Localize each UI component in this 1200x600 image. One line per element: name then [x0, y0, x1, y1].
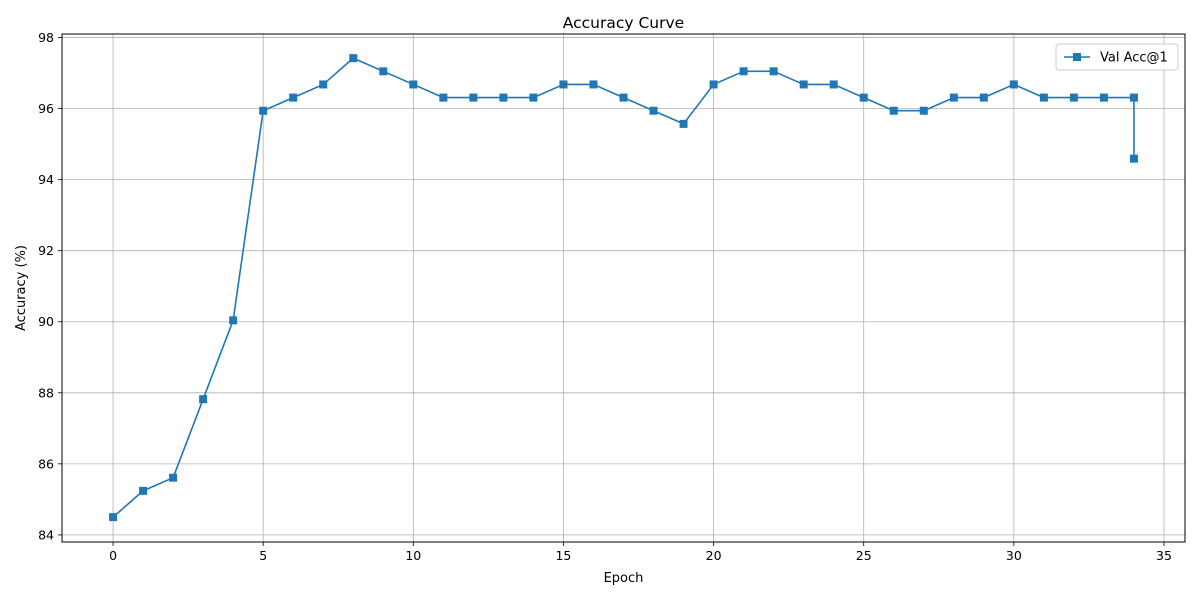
- data-point: [649, 106, 658, 115]
- data-point: [919, 106, 928, 115]
- x-tick-label: 25: [856, 548, 872, 563]
- data-point: [499, 93, 508, 102]
- data-point: [559, 80, 568, 89]
- data-point: [349, 54, 358, 63]
- ticks: 0 5 10 15 20 25 30 35 84 86 88 90 92 94 96 98: [38, 30, 1172, 563]
- y-tick-label: 94: [38, 172, 54, 187]
- data-point: [109, 513, 118, 522]
- data-point: [319, 80, 328, 89]
- data-point: [829, 80, 838, 89]
- y-tick-label: 84: [38, 527, 54, 542]
- data-point: [949, 93, 958, 102]
- x-axis-label: Epoch: [604, 571, 644, 586]
- series-line: [112, 57, 1135, 518]
- data-point: [199, 395, 208, 404]
- legend-box: [1055, 43, 1179, 71]
- chart-title: Accuracy Curve: [563, 14, 684, 32]
- data-point: [799, 80, 808, 89]
- data-point: [769, 67, 778, 76]
- data-point: [1099, 93, 1108, 102]
- data-point: [139, 486, 148, 495]
- data-point: [709, 80, 718, 89]
- data-point: [289, 93, 298, 102]
- x-tick-label: 0: [109, 548, 117, 563]
- legend: Val Acc@1: [1055, 43, 1179, 71]
- y-tick-label: 86: [38, 456, 54, 471]
- data-point: [589, 80, 598, 89]
- x-tick-label: 35: [1156, 548, 1172, 563]
- data-point: [259, 106, 268, 115]
- data-point: [1009, 80, 1018, 89]
- data-point: [619, 93, 628, 102]
- data-point: [229, 316, 238, 325]
- y-tick-label: 98: [38, 30, 54, 45]
- data-point: [409, 80, 418, 89]
- grid: [62, 34, 1185, 542]
- x-tick-label: 5: [259, 548, 267, 563]
- data-point: [859, 93, 868, 102]
- y-tick-label: 90: [38, 314, 54, 329]
- data-point: [529, 93, 538, 102]
- y-tick-label: 88: [38, 385, 54, 400]
- x-tick-label: 30: [1006, 548, 1022, 563]
- data-point: [679, 119, 688, 128]
- plot-frame: [61, 33, 1186, 543]
- data-point: [469, 93, 478, 102]
- y-tick-label: 96: [38, 101, 54, 116]
- data-point: [739, 67, 748, 76]
- legend-marker-swatch: [1073, 53, 1081, 61]
- data-point: [169, 473, 178, 482]
- data-point: [1069, 93, 1078, 102]
- x-tick-label: 10: [405, 548, 421, 563]
- series-layer: [109, 54, 1138, 522]
- x-tick-label: 20: [706, 548, 722, 563]
- data-point: [979, 93, 988, 102]
- y-axis-label: Accuracy (%): [14, 245, 29, 331]
- data-point: [1129, 154, 1138, 163]
- y-tick-label: 92: [38, 243, 54, 258]
- data-point: [1129, 93, 1138, 102]
- x-tick-label: 15: [555, 548, 571, 563]
- data-point: [439, 93, 448, 102]
- legend-label: Val Acc@1: [1100, 51, 1168, 66]
- data-point: [379, 67, 388, 76]
- data-point: [889, 106, 898, 115]
- data-point: [1039, 93, 1048, 102]
